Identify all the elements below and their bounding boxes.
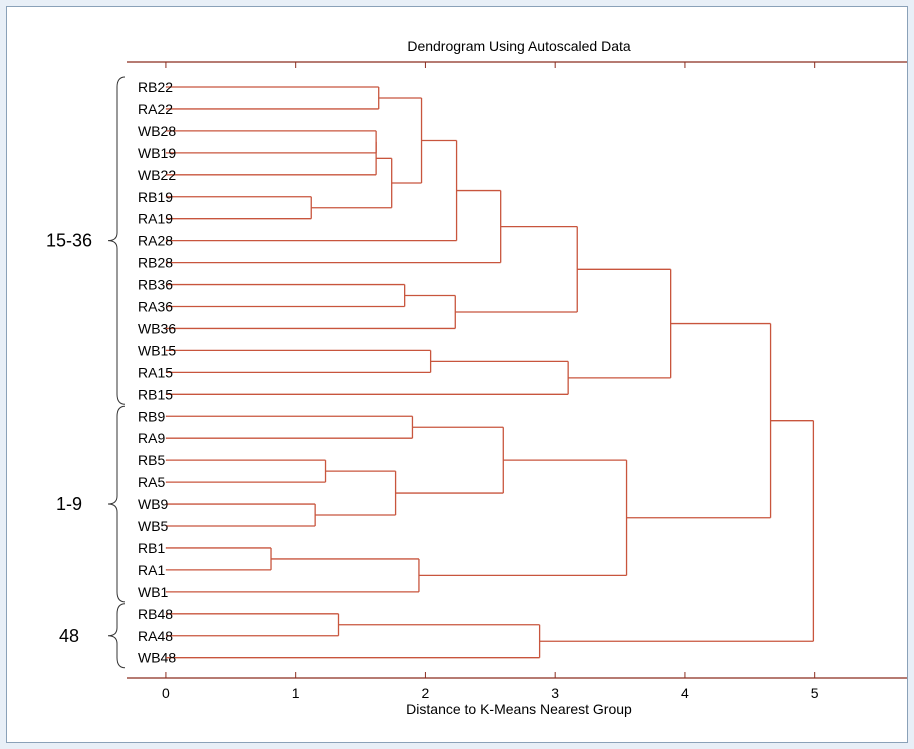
- leaf-label: WB28: [138, 123, 176, 139]
- x-tick-label: 4: [681, 685, 689, 701]
- leaf-label: RB28: [138, 255, 173, 271]
- leaf-label: WB22: [138, 167, 176, 183]
- leaf-label: RB19: [138, 189, 173, 205]
- x-tick-label: 0: [162, 685, 170, 701]
- leaf-label: RA36: [138, 299, 173, 315]
- leaf-label: RB5: [138, 452, 165, 468]
- x-tick-label: 1: [292, 685, 300, 701]
- leaf-label: WB5: [138, 518, 169, 534]
- leaf-label: WB19: [138, 145, 176, 161]
- x-tick-label: 2: [422, 685, 430, 701]
- x-tick-label: 5: [811, 685, 819, 701]
- leaf-label: RA48: [138, 628, 173, 644]
- leaf-label: RA9: [138, 430, 165, 446]
- leaf-label: RA28: [138, 233, 173, 249]
- leaf-label: RB36: [138, 277, 173, 293]
- group-bracket: [107, 405, 126, 603]
- leaf-labels: RB22 RA22 WB28 WB19 WB22 RB19 RA19 RA28 RB28 RB36…: [138, 79, 176, 666]
- dendrogram-links: [165, 86, 815, 659]
- leaf-label: WB9: [138, 496, 169, 512]
- leaf-label: RB9: [138, 408, 165, 424]
- chart-title: Dendrogram Using Autoscaled Data: [407, 38, 631, 54]
- leaf-label: RB48: [138, 606, 173, 622]
- x-axis-label: Distance to K-Means Nearest Group: [406, 701, 632, 717]
- leaf-label: RA22: [138, 101, 173, 117]
- figure-frame: Dendrogram Using Autoscaled Data Distanc…: [6, 6, 908, 743]
- x-ticks: 0 1 2 3 4 5: [162, 62, 819, 701]
- axes: [127, 61, 907, 679]
- x-tick-label: 3: [551, 685, 559, 701]
- leaf-label: RA5: [138, 474, 165, 490]
- group-bracket: [107, 76, 126, 405]
- group-bracket: [107, 603, 126, 669]
- leaf-label: RB15: [138, 386, 173, 402]
- leaf-label: RA15: [138, 364, 173, 380]
- leaf-label: RA1: [138, 562, 165, 578]
- leaf-label: RB1: [138, 540, 165, 556]
- group-label: 1-9: [56, 494, 82, 514]
- leaf-label: RA19: [138, 211, 173, 227]
- group-label: 15-36: [46, 231, 92, 251]
- group-brackets: 15-36 1-9 48: [46, 76, 126, 669]
- leaf-label: WB1: [138, 584, 169, 600]
- dendrogram-chart: Dendrogram Using Autoscaled Data Distanc…: [46, 38, 907, 717]
- leaf-label: WB15: [138, 342, 176, 358]
- leaf-label: RB22: [138, 79, 173, 95]
- leaf-label: WB36: [138, 320, 176, 336]
- group-label: 48: [59, 626, 79, 646]
- leaf-label: WB48: [138, 650, 176, 666]
